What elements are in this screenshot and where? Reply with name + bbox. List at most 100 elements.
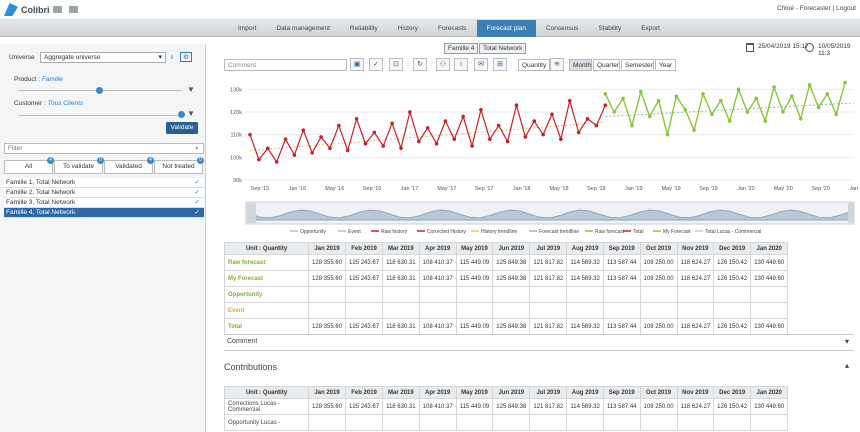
- table-cell[interactable]: 125 849.38: [492, 254, 531, 271]
- table-cell[interactable]: 125 243.67: [345, 318, 384, 335]
- table-cell[interactable]: [639, 414, 678, 431]
- customer-filter-icon[interactable]: ▼: [187, 109, 195, 118]
- table-cell[interactable]: 118 624.27: [676, 254, 715, 271]
- table-cell[interactable]: 113 587.44: [602, 318, 641, 335]
- table-cell[interactable]: [382, 414, 420, 431]
- nav-tab-7[interactable]: Stability: [598, 25, 622, 32]
- chevron-up-icon[interactable]: ▴: [845, 361, 850, 370]
- product-filter-icon[interactable]: ▼: [187, 85, 195, 94]
- table-cell[interactable]: 128 355.60: [307, 270, 347, 287]
- logout-link[interactable]: Logout: [836, 5, 856, 12]
- table-cell[interactable]: 126 150.42: [713, 318, 752, 335]
- table-cell[interactable]: 121 817.82: [529, 270, 568, 287]
- email-icon[interactable]: ✉: [474, 58, 488, 71]
- table-cell[interactable]: 108 250.00: [639, 398, 678, 415]
- table-cell[interactable]: 126 150.42: [713, 270, 752, 287]
- chat-icon[interactable]: [69, 6, 78, 13]
- table-cell[interactable]: 121 817.82: [529, 318, 568, 335]
- table-cell[interactable]: 108 410.37: [418, 398, 457, 415]
- info-icon[interactable]: i: [171, 54, 173, 61]
- table-cell[interactable]: [750, 414, 789, 431]
- table-cell[interactable]: [418, 302, 457, 319]
- table-cell[interactable]: 126 150.42: [713, 398, 752, 415]
- table-cell[interactable]: 125 849.38: [492, 398, 531, 415]
- table-cell[interactable]: 121 817.82: [529, 254, 568, 271]
- table-cell[interactable]: 128 355.60: [307, 318, 347, 335]
- mail-icon[interactable]: [53, 6, 62, 13]
- table-cell[interactable]: 108 250.00: [639, 318, 678, 335]
- table-cell[interactable]: [418, 286, 457, 303]
- table-cell[interactable]: 118 630.31: [382, 318, 420, 335]
- table-cell[interactable]: 118 624.27: [676, 318, 715, 335]
- status-tab-0[interactable]: All 4: [4, 157, 54, 174]
- table-cell[interactable]: 125 243.67: [345, 270, 384, 287]
- table-cell[interactable]: 125 243.67: [345, 254, 384, 271]
- nav-tab-3[interactable]: History: [397, 25, 418, 32]
- table-cell[interactable]: [713, 414, 752, 431]
- granularity-year[interactable]: Year: [655, 59, 676, 71]
- table-cell[interactable]: [307, 414, 347, 431]
- table-cell[interactable]: [455, 414, 494, 431]
- layers-icon[interactable]: ≋: [550, 58, 564, 71]
- grid-icon[interactable]: ⊞: [493, 58, 507, 71]
- table-cell[interactable]: [750, 302, 789, 319]
- nav-tab-2[interactable]: Reliability: [349, 25, 378, 32]
- table-cell[interactable]: [418, 414, 457, 431]
- table-cell[interactable]: 125 849.38: [492, 270, 531, 287]
- table-cell[interactable]: 121 817.82: [529, 398, 568, 415]
- table-cell[interactable]: 114 569.32: [566, 254, 604, 271]
- table-cell[interactable]: 114 569.32: [566, 398, 604, 415]
- info-button-icon[interactable]: i: [454, 58, 468, 71]
- check-icon[interactable]: ✓: [369, 58, 383, 71]
- table-cell[interactable]: 128 355.60: [307, 254, 347, 271]
- nav-tab-5[interactable]: Forecast plan: [476, 20, 536, 37]
- granularity-month[interactable]: Month: [569, 59, 592, 71]
- search-icon[interactable]: ⌕: [195, 145, 199, 152]
- famille-chip[interactable]: Famille 4: [444, 43, 479, 54]
- status-tab-1[interactable]: To validate 0: [54, 157, 104, 174]
- table-cell[interactable]: [713, 302, 752, 319]
- filter-input[interactable]: Filter: [4, 143, 204, 154]
- table-cell[interactable]: 128 355.60: [307, 398, 347, 415]
- table-cell[interactable]: [713, 286, 752, 303]
- table-cell[interactable]: 115 449.09: [455, 254, 494, 271]
- granularity-quarter[interactable]: Quarter: [593, 59, 620, 71]
- table-cell[interactable]: [345, 286, 384, 303]
- table-cell[interactable]: 126 150.42: [713, 254, 752, 271]
- nav-tab-4[interactable]: Forecasts: [437, 25, 467, 32]
- table-cell[interactable]: [345, 302, 384, 319]
- table-cell[interactable]: 130 449.60: [750, 398, 789, 415]
- status-tab-2[interactable]: Validated 4: [104, 157, 154, 174]
- table-cell[interactable]: 118 624.27: [676, 270, 715, 287]
- validate-button[interactable]: Validate: [166, 122, 198, 134]
- product-slider-knob[interactable]: [96, 87, 103, 94]
- table-cell[interactable]: [639, 302, 678, 319]
- table-cell[interactable]: 118 630.31: [382, 270, 420, 287]
- table-cell[interactable]: [602, 302, 641, 319]
- table-cell[interactable]: 130 449.60: [750, 254, 789, 271]
- list-item[interactable]: Famille 3, Total Network ✓: [4, 198, 204, 208]
- lock-icon[interactable]: ⊡: [389, 58, 403, 71]
- table-cell[interactable]: [492, 286, 531, 303]
- table-cell[interactable]: [566, 414, 604, 431]
- table-cell[interactable]: [566, 302, 604, 319]
- universe-select[interactable]: Aggregate universe: [40, 52, 166, 63]
- table-cell[interactable]: [750, 286, 789, 303]
- status-tab-3[interactable]: Not treated 0: [154, 157, 204, 174]
- nav-tab-6[interactable]: Consensus: [545, 25, 579, 32]
- table-cell[interactable]: [639, 286, 678, 303]
- table-cell[interactable]: [602, 414, 641, 431]
- chevron-down-icon[interactable]: ▾: [845, 337, 850, 346]
- table-cell[interactable]: [529, 286, 568, 303]
- table-cell[interactable]: [307, 286, 347, 303]
- table-cell[interactable]: [382, 302, 420, 319]
- table-cell[interactable]: 125 243.67: [345, 398, 384, 415]
- table-cell[interactable]: 114 569.32: [566, 270, 604, 287]
- table-cell[interactable]: 113 587.44: [602, 270, 641, 287]
- nav-tab-1[interactable]: Data management: [276, 25, 330, 32]
- table-cell[interactable]: [492, 414, 531, 431]
- table-cell[interactable]: 113 587.44: [602, 398, 641, 415]
- customer-slider-knob[interactable]: [178, 111, 185, 118]
- table-cell[interactable]: [529, 414, 568, 431]
- customer-slider[interactable]: [18, 115, 182, 116]
